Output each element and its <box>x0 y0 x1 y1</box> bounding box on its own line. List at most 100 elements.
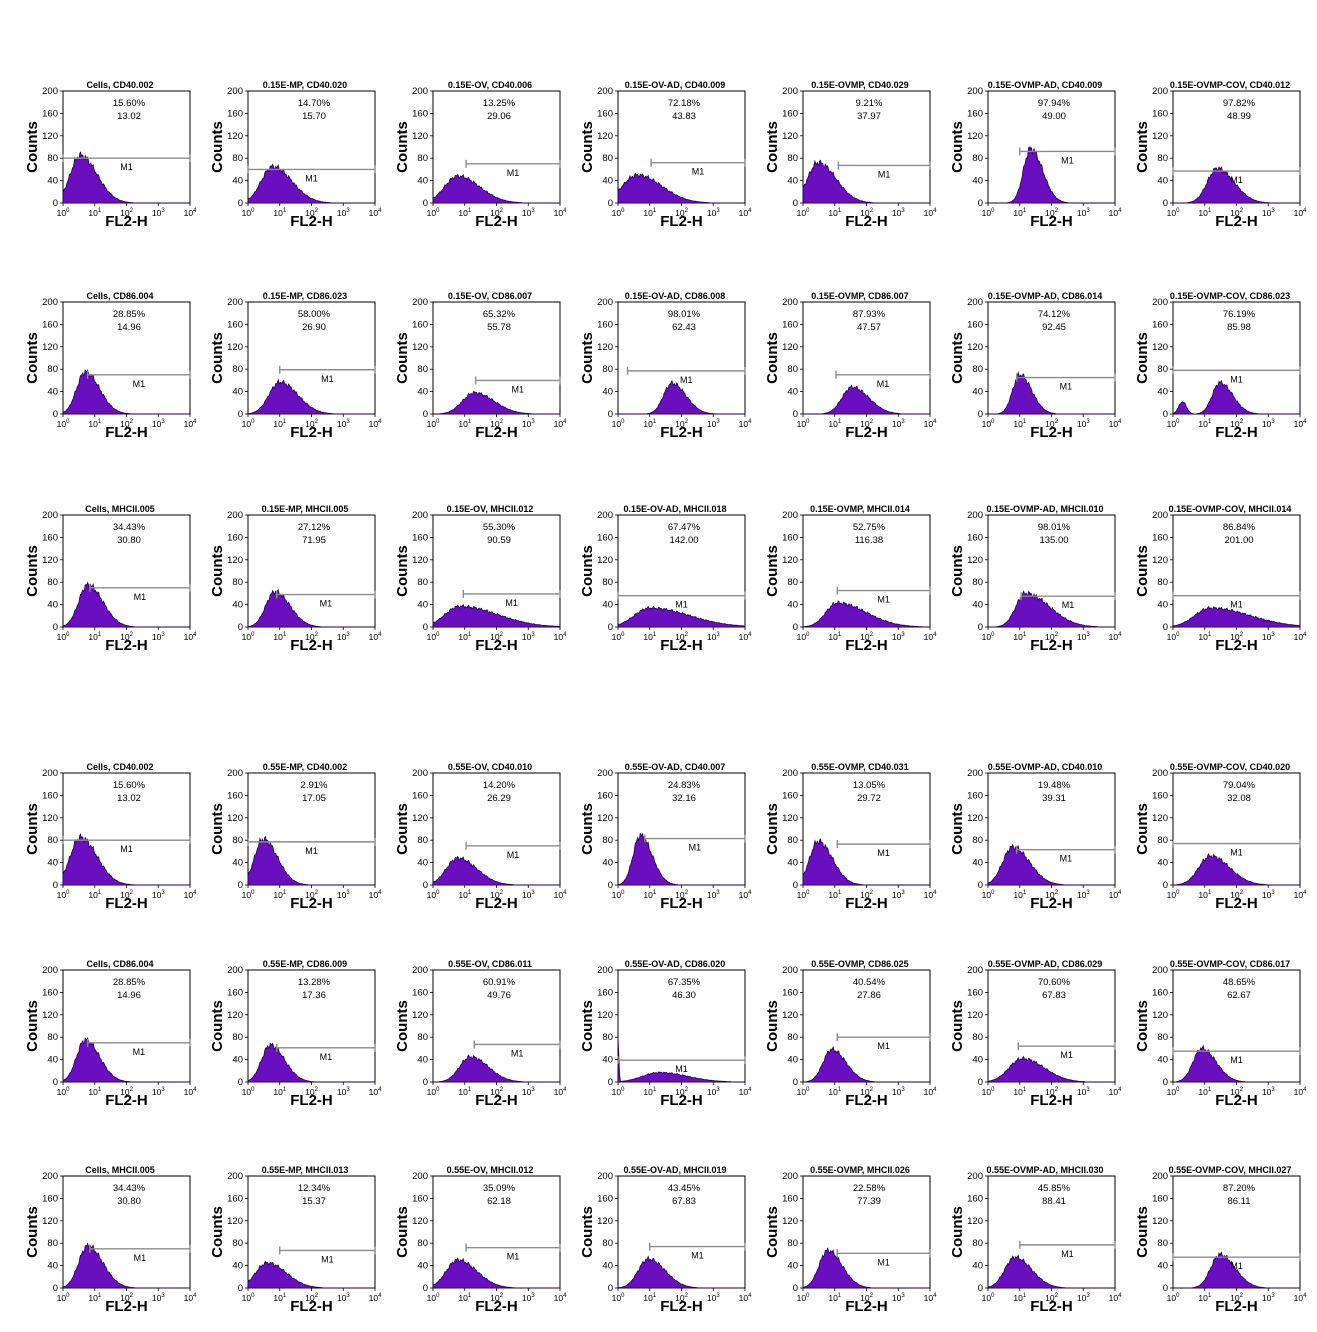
x-tick-label: 102 <box>490 208 503 218</box>
histogram-plot: 0.55E-OV-AD, MHCII.019 43.45% 67.83 M1 0 40 80… <box>579 1165 752 1315</box>
x-tick-label: 101 <box>828 632 841 642</box>
y-tick-label: 80 <box>602 577 613 588</box>
x-tick-label: 102 <box>120 1293 133 1303</box>
y-tick-label: 80 <box>602 1032 613 1043</box>
geometric-mean: 29.06 <box>487 111 511 122</box>
x-tick-label: 104 <box>1109 1087 1122 1097</box>
y-tick-label: 80 <box>232 835 243 846</box>
y-tick-label: 0 <box>423 198 428 209</box>
plot-title: 0.15E-OV, CD40.006 <box>448 80 532 90</box>
gate-label: M1 <box>1230 1055 1243 1065</box>
geometric-mean: 48.99 <box>1227 111 1251 122</box>
y-tick-label: 200 <box>1152 768 1168 779</box>
x-axis-label: FL2-H <box>1215 424 1258 441</box>
x-tick-label: 100 <box>797 632 810 642</box>
y-tick-label: 80 <box>1157 577 1168 588</box>
x-tick-label: 100 <box>427 208 440 218</box>
gate-percentage: 52.75% <box>853 522 886 533</box>
geometric-mean: 49.76 <box>487 990 511 1001</box>
histogram-area <box>617 1037 745 1083</box>
y-tick-label: 160 <box>412 1193 428 1204</box>
y-tick-label: 120 <box>967 131 983 142</box>
y-axis-label: Counts <box>949 1000 966 1052</box>
x-tick-label: 100 <box>1167 419 1180 429</box>
x-tick-label: 100 <box>612 208 625 218</box>
gate-label: M1 <box>675 600 688 610</box>
x-tick-label: 103 <box>522 208 535 218</box>
geometric-mean: 92.45 <box>1042 322 1066 333</box>
x-tick-label: 102 <box>490 1087 503 1097</box>
x-tick-label: 101 <box>458 890 471 900</box>
x-axis-label: FL2-H <box>1030 1092 1073 1109</box>
geometric-mean: 27.86 <box>857 990 881 1001</box>
y-axis-label: Counts <box>1134 545 1151 597</box>
histogram-plot: 0.15E-OV-AD, CD86.008 98.01% 62.43 M1 0 40 80 1… <box>579 291 752 441</box>
y-tick-label: 160 <box>967 319 983 330</box>
geometric-mean: 85.98 <box>1227 322 1251 333</box>
y-tick-label: 200 <box>412 510 428 521</box>
y-tick-label: 40 <box>1157 387 1168 398</box>
y-axis-label: Counts <box>579 1206 596 1258</box>
y-tick-label: 120 <box>42 813 58 824</box>
x-tick-label: 100 <box>612 1087 625 1097</box>
x-tick-label: 104 <box>184 419 197 429</box>
gate-label: M1 <box>512 384 525 394</box>
y-tick-label: 120 <box>412 813 428 824</box>
y-axis-label: Counts <box>764 1000 781 1052</box>
histogram-area <box>617 172 745 204</box>
geometric-mean: 39.31 <box>1042 793 1066 804</box>
gate-label: M1 <box>1060 382 1073 392</box>
y-tick-label: 160 <box>967 1193 983 1204</box>
y-tick-label: 40 <box>787 1261 798 1272</box>
x-tick-label: 102 <box>860 632 873 642</box>
gate-percentage: 70.60% <box>1038 977 1071 988</box>
plot-title: 0.55E-MP, CD86.009 <box>263 959 347 969</box>
x-tick-label: 103 <box>1077 632 1090 642</box>
y-tick-label: 120 <box>412 1216 428 1227</box>
gate-label: M1 <box>877 848 890 858</box>
x-tick-label: 102 <box>860 1293 873 1303</box>
y-tick-label: 80 <box>232 1032 243 1043</box>
geometric-mean: 47.57 <box>857 322 881 333</box>
x-axis-label: FL2-H <box>290 1092 333 1109</box>
x-tick-label: 100 <box>1167 632 1180 642</box>
histogram-plot: Cells, CD86.004 28.85% 14.96 M1 0 40 80 120 160 2… <box>24 291 197 441</box>
y-tick-label: 160 <box>782 532 798 543</box>
gate-percentage: 86.84% <box>1223 522 1256 533</box>
y-tick-label: 200 <box>782 86 798 97</box>
y-tick-label: 0 <box>793 1283 798 1294</box>
y-tick-label: 160 <box>42 319 58 330</box>
geometric-mean: 90.59 <box>487 535 511 546</box>
y-tick-label: 0 <box>793 1077 798 1088</box>
x-tick-label: 104 <box>739 632 752 642</box>
geometric-mean: 14.96 <box>117 990 141 1001</box>
gate-label: M1 <box>120 844 133 854</box>
gate-percentage: 72.18% <box>668 98 701 109</box>
y-tick-label: 0 <box>978 622 983 633</box>
gate-percentage: 87.20% <box>1223 1183 1256 1194</box>
x-tick-label: 100 <box>57 419 70 429</box>
x-tick-label: 103 <box>1077 208 1090 218</box>
y-tick-label: 200 <box>42 965 58 976</box>
y-tick-label: 40 <box>232 1261 243 1272</box>
y-axis-label: Counts <box>394 1000 411 1052</box>
x-tick-label: 101 <box>643 890 656 900</box>
x-tick-label: 102 <box>120 208 133 218</box>
x-tick-label: 103 <box>1262 419 1275 429</box>
gate-percentage: 15.60% <box>113 780 146 791</box>
y-tick-label: 160 <box>782 987 798 998</box>
x-tick-label: 103 <box>892 419 905 429</box>
x-tick-label: 103 <box>1077 419 1090 429</box>
y-tick-label: 0 <box>53 198 58 209</box>
plot-title: 0.15E-OVMP-AD, CD86.014 <box>988 291 1103 301</box>
x-tick-label: 103 <box>1077 890 1090 900</box>
histogram-plot: 0.55E-OV, MHCII.012 35.09% 62.18 M1 0 40 80 120… <box>394 1165 567 1315</box>
geometric-mean: 13.02 <box>117 111 141 122</box>
histogram-area <box>618 379 745 415</box>
y-axis-label: Counts <box>764 803 781 855</box>
y-tick-label: 200 <box>782 1171 798 1182</box>
x-axis-label: FL2-H <box>290 895 333 912</box>
y-tick-label: 160 <box>597 790 613 801</box>
y-tick-label: 200 <box>227 297 243 308</box>
y-tick-label: 40 <box>232 1055 243 1066</box>
